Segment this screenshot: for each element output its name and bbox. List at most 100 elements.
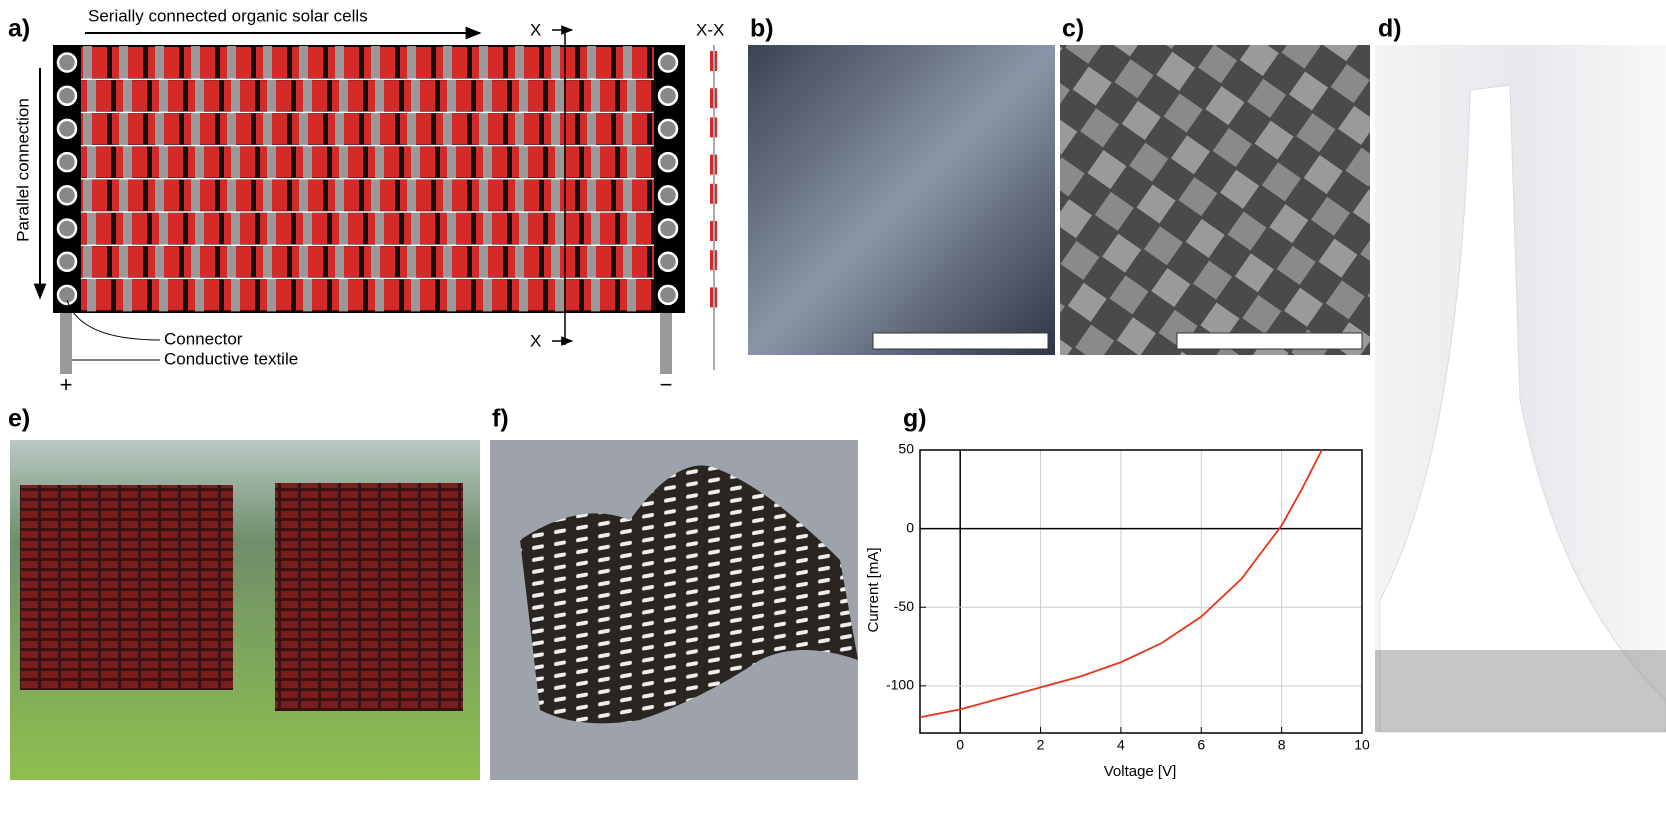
annotation: X <box>530 331 541 350</box>
black-strip <box>431 113 436 144</box>
grey-strip <box>591 79 600 112</box>
y-tick-label: -100 <box>886 677 914 693</box>
grey-strip <box>555 278 564 311</box>
black-strip <box>219 213 224 244</box>
grey-strip <box>515 179 524 212</box>
grey-strip <box>83 245 92 278</box>
grey-strip <box>483 212 492 245</box>
black-strip <box>507 213 512 244</box>
grey-strip <box>627 212 636 245</box>
grey-strip <box>231 146 240 179</box>
black-strip <box>287 47 292 78</box>
grey-strip <box>191 179 200 212</box>
textile <box>60 312 72 374</box>
panel-a: a) Serially connected organic solar cell… <box>8 6 724 396</box>
grey-strip <box>119 46 128 79</box>
black-strip <box>471 279 476 310</box>
black-strip <box>503 47 508 78</box>
annotation: X <box>530 20 541 39</box>
black-strip <box>575 246 580 277</box>
grey-strip <box>371 245 380 278</box>
grey-strip <box>83 179 92 212</box>
cell-row <box>81 180 654 211</box>
textile <box>660 312 672 374</box>
panel-label: e) <box>8 405 30 433</box>
y-tick-label: 50 <box>898 441 914 457</box>
black-strip <box>503 246 508 277</box>
grey-strip <box>155 112 164 145</box>
grey-strip <box>407 179 416 212</box>
grey-strip <box>519 212 528 245</box>
black-strip <box>471 213 476 244</box>
black-strip <box>111 80 116 111</box>
black-strip <box>395 180 400 211</box>
x-axis-label: Voltage [V] <box>1104 763 1177 780</box>
panel-d: d) <box>1375 15 1666 732</box>
black-strip <box>399 80 404 111</box>
black-strip <box>435 213 440 244</box>
black-strip <box>111 279 116 310</box>
floor <box>1375 650 1666 732</box>
panel-c: c) <box>1060 15 1370 355</box>
grey-strip <box>479 179 488 212</box>
grey-strip <box>551 179 560 212</box>
black-strip <box>615 279 620 310</box>
grey-strip <box>191 46 200 79</box>
grey-strip <box>339 79 348 112</box>
black-strip <box>323 246 328 277</box>
photo <box>748 45 1055 355</box>
grey-strip <box>483 278 492 311</box>
grey-strip <box>515 245 524 278</box>
grey-strip <box>555 146 564 179</box>
black-strip <box>363 80 368 111</box>
grey-strip <box>623 179 632 212</box>
black-strip <box>215 113 220 144</box>
black-strip <box>615 213 620 244</box>
black-strip <box>287 246 292 277</box>
y-tick-label: 0 <box>906 519 914 535</box>
grey-strip <box>335 179 344 212</box>
black-strip <box>107 113 112 144</box>
grey-strip <box>371 46 380 79</box>
panel-b: b) <box>748 15 1055 355</box>
x-tick-label: 10 <box>1354 737 1370 753</box>
cell-row <box>81 47 654 78</box>
black-strip <box>575 113 580 144</box>
black-strip <box>255 147 260 178</box>
black-strip <box>435 80 440 111</box>
x-tick-label: 2 <box>1037 737 1045 753</box>
black-strip <box>503 180 508 211</box>
grey-strip <box>555 212 564 245</box>
black-strip <box>107 180 112 211</box>
black-strip <box>183 147 188 178</box>
black-strip <box>359 246 364 277</box>
grey-strip <box>411 146 420 179</box>
grey-strip <box>227 245 236 278</box>
black-strip <box>467 47 472 78</box>
black-strip <box>291 213 296 244</box>
grey-strip <box>371 112 380 145</box>
grey-strip <box>267 146 276 179</box>
grey-strip <box>123 278 132 311</box>
grey-strip <box>519 278 528 311</box>
grey-strip <box>191 245 200 278</box>
connector <box>58 220 76 238</box>
black-strip <box>215 180 220 211</box>
grey-strip <box>447 79 456 112</box>
connector <box>58 186 76 204</box>
annotation: + <box>60 372 73 397</box>
x-tick-label: 8 <box>1278 737 1286 753</box>
black-strip <box>323 180 328 211</box>
black-strip <box>399 279 404 310</box>
black-strip <box>179 47 184 78</box>
annotation: Serially connected organic solar cells <box>88 6 368 25</box>
grey-strip <box>407 245 416 278</box>
black-strip <box>575 180 580 211</box>
grey-strip <box>623 245 632 278</box>
grey-strip <box>375 278 384 311</box>
panel-f: f) <box>490 405 858 780</box>
grey-strip <box>339 146 348 179</box>
black-strip <box>323 113 328 144</box>
grey-strip <box>299 245 308 278</box>
black-strip <box>327 80 332 111</box>
